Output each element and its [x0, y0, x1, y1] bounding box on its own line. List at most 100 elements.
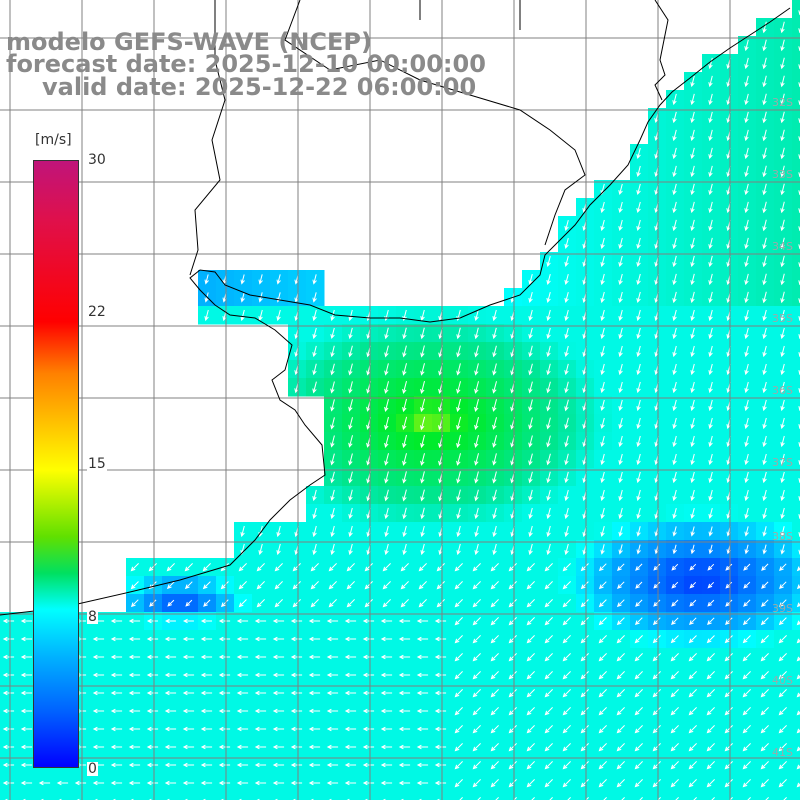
wind-arrow [420, 416, 426, 431]
wind-arrow [707, 581, 715, 589]
wind-arrow [182, 762, 195, 768]
wind-arrow [562, 653, 571, 662]
wind-arrow [762, 219, 767, 232]
wind-arrow [762, 57, 767, 70]
wind-arrow [182, 672, 195, 678]
wind-arrow [526, 707, 535, 716]
wind-cell [792, 468, 800, 487]
wind-arrow [398, 636, 411, 642]
wind-cell [792, 126, 800, 145]
wind-arrow [780, 435, 785, 448]
wind-arrow [416, 654, 429, 660]
wind-arrow [398, 780, 411, 786]
wind-arrow [272, 618, 285, 624]
wind-arrow [380, 618, 393, 624]
wind-arrow [348, 309, 353, 322]
wind-arrow [456, 327, 461, 340]
wind-arrow [652, 743, 661, 752]
wind-arrow [796, 566, 800, 572]
wind-arrow [616, 743, 625, 752]
wind-arrow [708, 165, 713, 178]
wind-arrow [236, 744, 249, 750]
wind-arrow [398, 762, 411, 768]
wind-arrow [580, 671, 589, 680]
wind-cell [702, 792, 721, 800]
wind-arrow [688, 743, 697, 752]
wind-arrow [183, 618, 194, 624]
wind-arrow [635, 563, 643, 571]
wind-arrow [618, 363, 623, 376]
wind-arrow [330, 435, 335, 448]
wind-arrow [312, 543, 317, 556]
wind-arrow [564, 543, 569, 556]
wind-arrow [272, 708, 285, 714]
wind-arrow [618, 417, 623, 430]
wind-cell [792, 774, 800, 793]
wind-arrow [688, 671, 697, 680]
wind-cell [252, 792, 271, 800]
wind-arrow [200, 690, 213, 696]
wind-arrow [526, 635, 535, 644]
wind-arrow [780, 526, 785, 537]
wind-arrow [688, 689, 697, 698]
wind-arrow [636, 507, 641, 520]
wind-arrow [362, 618, 375, 624]
wind-arrow [600, 255, 605, 268]
wind-arrow [762, 417, 767, 430]
wind-arrow [744, 471, 749, 484]
wind-arrow [780, 201, 785, 214]
wind-arrow [780, 129, 785, 142]
wind-arrow [531, 797, 535, 800]
wind-arrow [508, 581, 517, 590]
wind-arrow [310, 563, 319, 572]
wind-arrow [744, 453, 749, 466]
wind-cell [90, 792, 109, 800]
wind-arrow [762, 544, 767, 555]
wind-arrow [128, 672, 141, 678]
wind-arrow [675, 797, 679, 800]
wind-arrow [544, 743, 553, 752]
wind-arrow [346, 581, 355, 590]
wind-arrow [762, 201, 767, 214]
wind-arrow [348, 381, 353, 394]
wind-cell [0, 792, 19, 800]
wind-arrow [92, 636, 105, 642]
wind-arrow [670, 743, 679, 752]
wind-arrow [526, 689, 535, 698]
wind-arrow [778, 617, 787, 626]
wind-arrow [308, 708, 321, 714]
wind-arrow [580, 689, 589, 698]
wind-arrow [780, 291, 785, 304]
wind-arrow [564, 327, 569, 340]
wind-cell [792, 324, 800, 343]
wind-arrow [330, 489, 335, 502]
wind-arrow [130, 581, 139, 590]
wind-cell [792, 0, 800, 19]
wind-arrow [240, 292, 245, 303]
wind-arrow [743, 581, 751, 589]
wind-arrow [20, 690, 33, 696]
wind-arrow [256, 563, 265, 572]
wind-arrow [92, 726, 105, 732]
wind-cell [792, 450, 800, 469]
wind-arrow [744, 309, 749, 322]
wind-arrow [762, 507, 767, 520]
wind-arrow [672, 399, 677, 412]
wind-arrow [598, 653, 607, 662]
wind-arrow [672, 219, 677, 232]
wind-arrow [454, 599, 463, 608]
wind-arrow [308, 636, 321, 642]
wind-arrow [364, 563, 373, 572]
wind-arrow [272, 744, 285, 750]
wind-arrow [544, 653, 553, 662]
wind-arrow [20, 726, 33, 732]
wind-arrow [762, 327, 767, 340]
wind-arrow [616, 779, 625, 788]
wind-arrow [312, 489, 317, 502]
wind-arrow [546, 327, 551, 340]
wind-cell [144, 792, 163, 800]
wind-arrow [760, 689, 769, 698]
wind-cell [36, 792, 55, 800]
wind-arrow [744, 93, 749, 106]
